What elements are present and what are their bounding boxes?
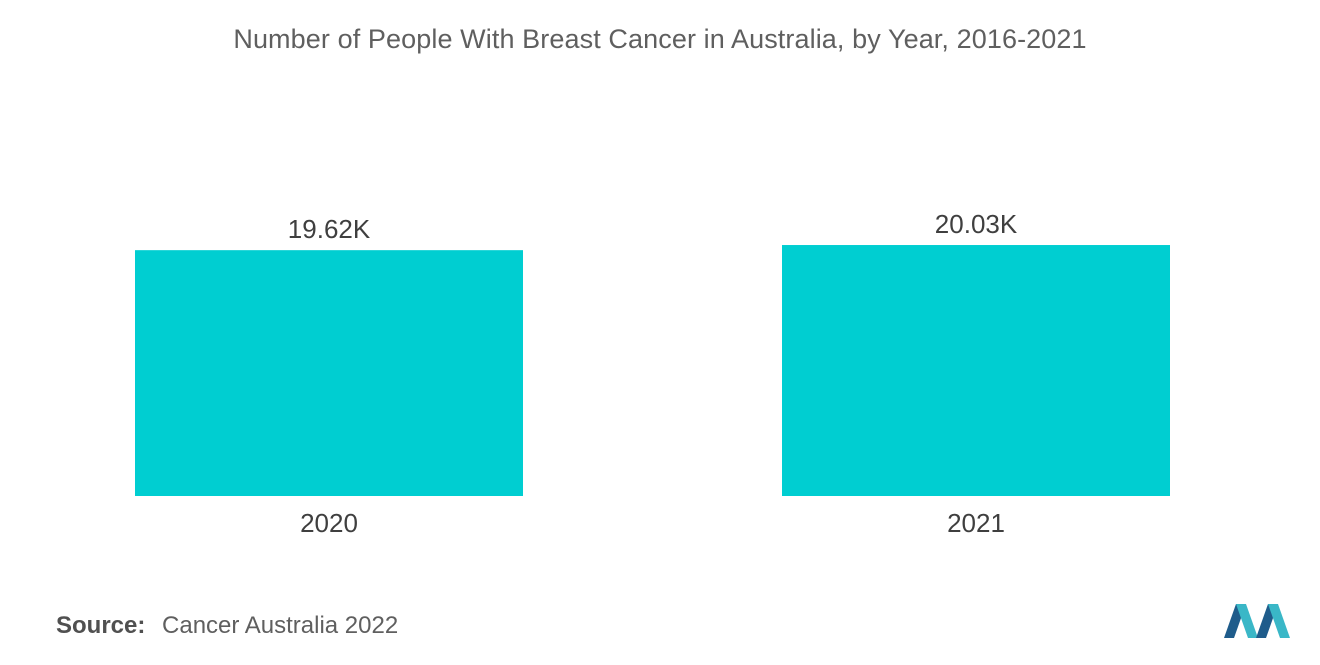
x-tick-label-2021: 2021 xyxy=(947,508,1005,538)
data-label-2021: 20.03K xyxy=(935,209,1018,239)
x-tick-label-2020: 2020 xyxy=(300,508,358,538)
chart-title: Number of People With Breast Cancer in A… xyxy=(233,24,1087,54)
bar-2021 xyxy=(782,245,1170,496)
source-note: Source: Cancer Australia 2022 xyxy=(56,612,398,640)
source-text: Cancer Australia 2022 xyxy=(162,612,399,639)
bars-layer xyxy=(135,245,1170,496)
data-label-2020: 19.62K xyxy=(288,214,371,244)
bar-2020 xyxy=(135,250,523,496)
brand-logo-icon xyxy=(1224,604,1290,638)
source-label: Source: xyxy=(56,612,146,639)
labels-layer: 19.62K 2020 20.03K 2021 xyxy=(288,209,1018,538)
